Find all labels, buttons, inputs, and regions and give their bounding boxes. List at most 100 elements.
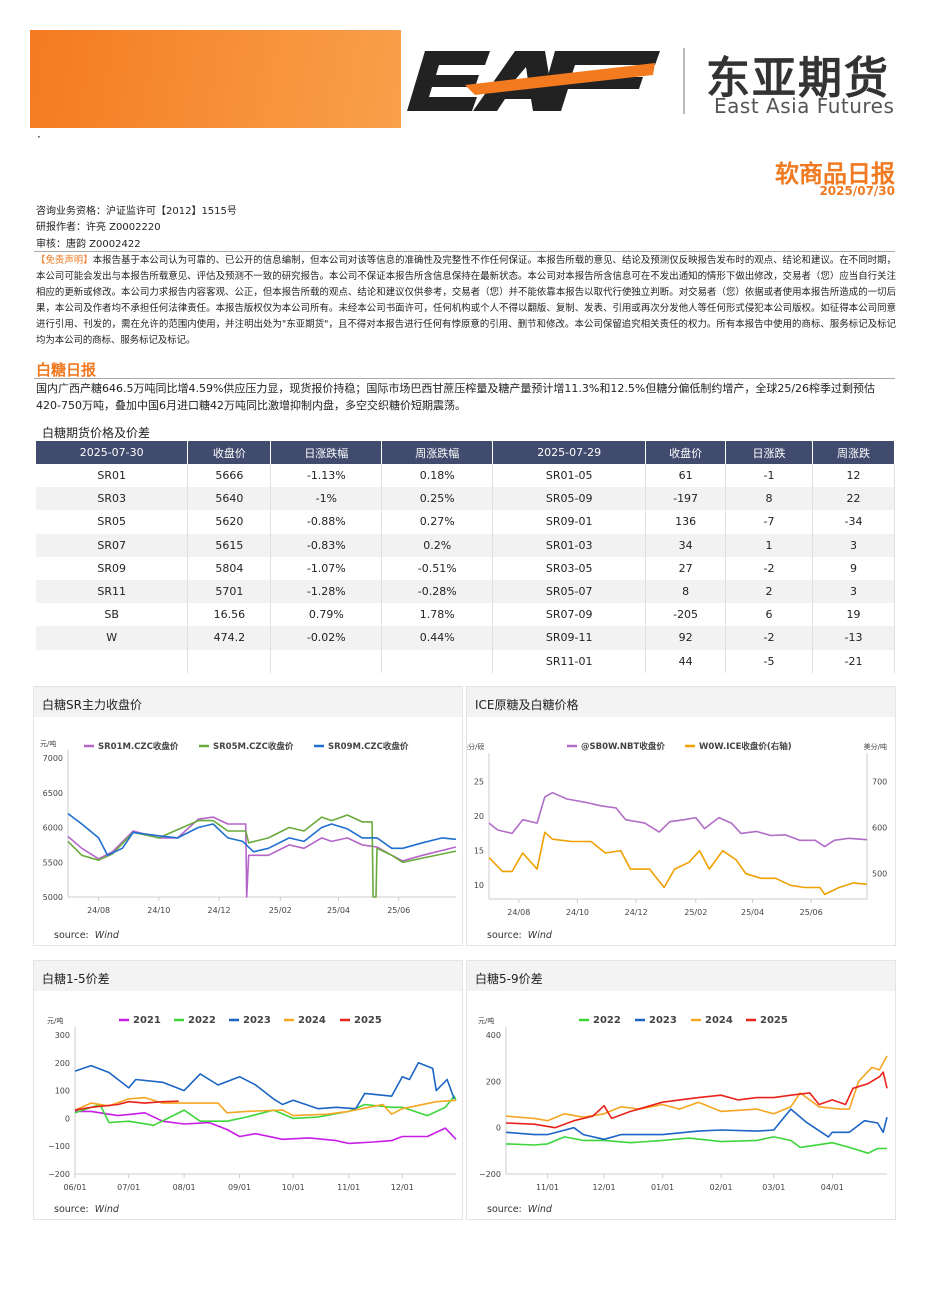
table-row: SR11 5701 -1.28% -0.28% SR05-07 8 2 3	[36, 579, 895, 604]
table-cell: 0.25%	[381, 487, 494, 511]
table-row: SR07 5615 -0.83% 0.2% SR01-03 34 1 3	[36, 533, 895, 557]
reviewer-line: 审核：唐韵 Z0002422	[36, 239, 141, 250]
bullet-dot: ·	[37, 130, 41, 144]
table-cell: -2	[725, 626, 813, 650]
table-cell: 61	[645, 464, 727, 488]
table-cell: 34	[645, 533, 727, 557]
disclaimer-text: 本报告基于本公司认为可靠的、已公开的信息编制，但本公司对该等信息的准确性及完整性…	[36, 255, 896, 347]
x-tick-label: 12/01	[593, 1183, 616, 1192]
x-tick-label: 07/01	[117, 1183, 140, 1192]
table-cell: 3	[812, 533, 895, 557]
table-cell: 92	[645, 626, 727, 650]
table-cell: SR05-07	[492, 579, 647, 604]
source-name: Wind	[527, 1204, 552, 1215]
table-cell: 0.27%	[381, 510, 494, 534]
x-tick-label: 25/02	[684, 908, 707, 917]
legend-label: W0W.ICE收盘价(右轴)	[699, 741, 792, 752]
x-tick-label: 04/01	[821, 1183, 844, 1192]
legend-label: @SB0W.NBT收盘价	[581, 741, 665, 752]
chart-svg: −200 0 200 400 元/吨 11/01 12/01 01/01 02/01 03/01 0…	[478, 1015, 888, 1192]
x-tick-label: 25/06	[387, 906, 410, 915]
x-tick-label: 25/02	[269, 906, 292, 915]
table-cell: -1.28%	[270, 579, 383, 604]
chart-source: source: Wind	[487, 930, 552, 941]
table-cell: -13	[812, 626, 895, 650]
legend-label: 2024	[298, 1015, 326, 1026]
table-cell: SR09	[36, 556, 189, 580]
eaf-logo	[407, 51, 660, 111]
x-tick-label: 25/04	[327, 906, 350, 915]
x-tick-label: 24/12	[625, 908, 648, 917]
report-title: 软商品日报	[775, 160, 895, 188]
table-cell: SR01	[36, 464, 189, 488]
column-header: 周涨跌幅	[381, 441, 494, 464]
x-tick-label: 01/01	[651, 1183, 674, 1192]
header-orange-band	[30, 30, 401, 128]
table-cell: -5	[725, 649, 813, 673]
source-label: source:	[54, 1204, 89, 1215]
chart-source: source: Wind	[54, 1204, 119, 1215]
y-tick-label: 5500	[43, 858, 63, 867]
table-cell: 5615	[187, 533, 272, 557]
logo-divider	[683, 48, 685, 114]
table-cell: SR05-09	[492, 487, 647, 511]
table-cell: -205	[645, 603, 727, 627]
y-right-axis-label: 美分/吨	[864, 742, 887, 751]
y-axis-label: 元/吨	[47, 1016, 63, 1025]
y-tick-label: 300	[55, 1031, 70, 1040]
y-tick-label: 6500	[43, 789, 63, 798]
table-cell: 1	[725, 533, 813, 557]
source-label: source:	[487, 1204, 522, 1215]
table-title: 白糖期货价格及价差	[42, 426, 151, 440]
disclaimer-tag: 【免责声明】	[36, 255, 93, 266]
legend-label: 2025	[354, 1015, 382, 1026]
table-cell: 1.78%	[381, 603, 494, 627]
table-cell: 19	[812, 603, 895, 627]
source-name: Wind	[94, 1204, 119, 1215]
y-right-tick-label: 700	[872, 778, 887, 787]
series-line-2024	[505, 1055, 888, 1122]
x-tick-label: 03/01	[762, 1183, 785, 1192]
y-axis-label: 元/吨	[40, 739, 56, 748]
y-tick-label: 0	[496, 1124, 501, 1133]
legend-label: SR01M.CZC收盘价	[98, 741, 179, 752]
table-cell: SR03	[36, 487, 189, 511]
chart-source: source: Wind	[487, 1204, 552, 1215]
table-row: SR05 5620 -0.88% 0.27% SR09-01 136 -7 -34	[36, 510, 895, 534]
x-tick-label: 25/06	[800, 908, 823, 917]
section-summary: 国内广西产糖646.5万吨同比增4.59%供应压力显，现货报价持稳；国际市场巴西…	[36, 382, 876, 412]
x-tick-label: 24/08	[507, 908, 530, 917]
table-cell	[270, 649, 383, 673]
table-cell: -197	[645, 487, 727, 511]
column-header: 2025-07-29	[492, 441, 647, 464]
source-label: source:	[487, 930, 522, 941]
legend-label: 2021	[133, 1015, 161, 1026]
x-tick-label: 24/10	[566, 908, 589, 917]
series-line-2021	[75, 1110, 457, 1145]
x-tick-label: 08/01	[173, 1183, 196, 1192]
table-cell: SR01-03	[492, 533, 647, 557]
column-header: 日涨跌幅	[270, 441, 383, 464]
table-cell: -34	[812, 510, 895, 534]
table-cell: 5804	[187, 556, 272, 580]
chart-source: source: Wind	[54, 930, 119, 941]
legend-label: SR09M.CZC收盘价	[328, 741, 409, 752]
table-cell: SR03-05	[492, 556, 647, 580]
y-tick-label: 100	[55, 1087, 70, 1096]
divider	[34, 251, 895, 252]
chart-sr-main-close: 白糖SR主力收盘价 5000 5500 6000 6500 7000 元/吨 24/08 24/…	[33, 686, 463, 946]
y-tick-label: −200	[479, 1170, 501, 1179]
chart-title: ICE原糖及白糖价格	[467, 687, 895, 717]
table-cell: 3	[812, 579, 895, 604]
table-cell: 5620	[187, 510, 272, 534]
chart-title: 白糖1-5价差	[34, 961, 462, 991]
column-header: 收盘价	[187, 441, 272, 464]
author-line: 研报作者：许亮 Z0002220	[36, 222, 161, 233]
table-cell: SR09-11	[492, 626, 647, 650]
y-axis-label: 美分/磅	[467, 742, 484, 751]
y-axis-label: 元/吨	[478, 1016, 494, 1025]
series-line-2022	[505, 1136, 887, 1154]
x-tick-label: 10/01	[282, 1183, 305, 1192]
column-header: 收盘价	[645, 441, 727, 464]
table-cell: 6	[725, 603, 813, 627]
